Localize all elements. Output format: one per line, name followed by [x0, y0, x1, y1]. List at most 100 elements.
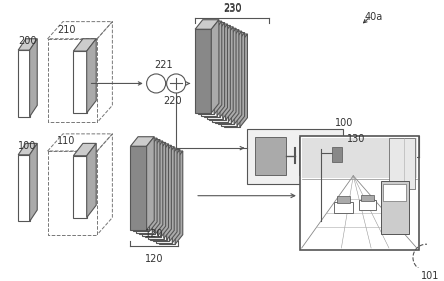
Polygon shape [221, 33, 245, 42]
Polygon shape [142, 142, 166, 152]
Polygon shape [220, 24, 227, 117]
Polygon shape [147, 155, 164, 239]
Polygon shape [87, 39, 96, 113]
Polygon shape [153, 158, 170, 241]
Polygon shape [204, 24, 227, 33]
Polygon shape [18, 143, 37, 155]
Text: 200: 200 [18, 36, 37, 46]
Text: 110: 110 [57, 136, 75, 146]
Polygon shape [131, 137, 154, 146]
Polygon shape [18, 39, 37, 50]
Polygon shape [73, 143, 96, 156]
Bar [247, 129, 343, 184]
Polygon shape [210, 36, 226, 120]
Text: 100: 100 [336, 118, 354, 128]
Polygon shape [30, 143, 37, 221]
Bar [384, 184, 406, 201]
Text: 120: 120 [145, 254, 163, 264]
Polygon shape [164, 145, 171, 239]
Polygon shape [215, 39, 231, 123]
Text: 221: 221 [154, 60, 173, 70]
Polygon shape [73, 51, 87, 113]
Polygon shape [151, 156, 166, 240]
Bar [361, 195, 374, 201]
Polygon shape [147, 137, 154, 230]
Bar [332, 147, 341, 162]
Polygon shape [198, 31, 214, 114]
Polygon shape [206, 25, 230, 35]
Polygon shape [142, 152, 158, 236]
Polygon shape [212, 38, 228, 121]
Polygon shape [231, 30, 239, 123]
Text: 130: 130 [347, 134, 366, 144]
Polygon shape [145, 144, 169, 153]
Text: 120: 120 [145, 228, 163, 239]
Polygon shape [73, 39, 96, 51]
Polygon shape [156, 159, 172, 243]
Bar [255, 137, 285, 175]
Polygon shape [153, 148, 177, 158]
Polygon shape [152, 140, 160, 233]
Polygon shape [228, 28, 236, 121]
Polygon shape [234, 31, 242, 124]
Polygon shape [201, 32, 217, 116]
Polygon shape [224, 44, 240, 127]
Polygon shape [221, 42, 237, 126]
Polygon shape [195, 20, 219, 29]
Bar [301, 138, 417, 178]
Polygon shape [210, 27, 233, 36]
Text: 210: 210 [57, 25, 76, 35]
Bar [337, 196, 350, 203]
Polygon shape [175, 151, 183, 244]
Bar [300, 136, 419, 250]
Polygon shape [215, 30, 239, 39]
Polygon shape [212, 28, 236, 38]
Bar [334, 202, 353, 213]
Polygon shape [198, 21, 222, 31]
Bar [359, 200, 376, 210]
Circle shape [166, 74, 186, 93]
Polygon shape [218, 31, 242, 41]
Bar [389, 138, 415, 189]
Text: 230: 230 [223, 4, 242, 14]
Polygon shape [237, 33, 245, 126]
Polygon shape [224, 34, 247, 44]
Polygon shape [206, 35, 223, 119]
Text: 100: 100 [18, 141, 36, 151]
Polygon shape [172, 149, 180, 243]
Polygon shape [136, 140, 160, 149]
Polygon shape [158, 142, 166, 236]
Polygon shape [18, 50, 30, 117]
Polygon shape [73, 156, 87, 217]
Polygon shape [156, 149, 180, 159]
Polygon shape [214, 21, 222, 114]
Text: 230: 230 [223, 3, 242, 13]
Polygon shape [170, 148, 177, 241]
Polygon shape [87, 143, 96, 217]
Text: 101: 101 [420, 271, 439, 281]
Polygon shape [18, 155, 30, 221]
Polygon shape [159, 160, 175, 244]
Bar [299, 137, 335, 175]
Polygon shape [240, 34, 247, 127]
Polygon shape [226, 27, 233, 120]
Polygon shape [195, 29, 211, 113]
Polygon shape [145, 153, 161, 237]
Polygon shape [159, 151, 183, 160]
Polygon shape [151, 147, 174, 156]
Polygon shape [204, 33, 220, 117]
Text: 220: 220 [164, 96, 182, 106]
Polygon shape [150, 138, 157, 231]
Text: 40a: 40a [365, 12, 383, 22]
Polygon shape [147, 145, 171, 155]
Polygon shape [139, 151, 155, 234]
Polygon shape [161, 144, 169, 237]
Polygon shape [139, 141, 163, 151]
Polygon shape [155, 141, 163, 234]
Circle shape [147, 74, 166, 93]
Polygon shape [217, 22, 225, 116]
Polygon shape [166, 147, 174, 240]
Polygon shape [131, 146, 147, 230]
Polygon shape [133, 148, 150, 231]
Polygon shape [133, 138, 157, 148]
